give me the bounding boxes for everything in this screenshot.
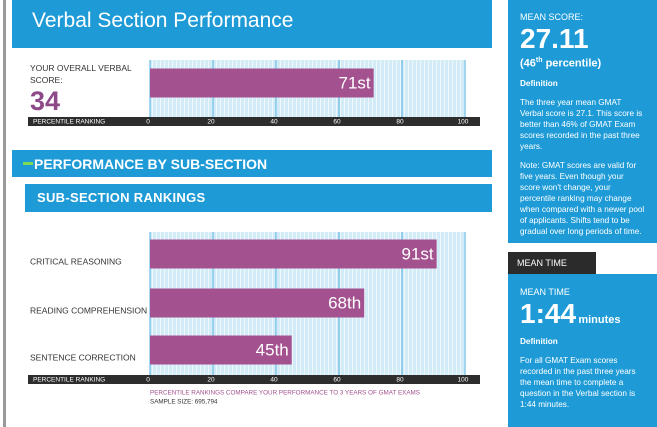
value-label: 71st xyxy=(339,73,371,92)
x-tick-label: 60 xyxy=(333,377,341,384)
axis-bar xyxy=(28,375,480,384)
category-label: CRITICAL REASONING xyxy=(30,256,122,266)
section-title: PERFORMANCE BY SUB-SECTION xyxy=(34,156,268,172)
x-tick-label: 80 xyxy=(396,377,404,384)
mean-time-tab: MEAN TIME xyxy=(508,252,596,274)
x-tick-label: 100 xyxy=(458,119,469,126)
bar xyxy=(150,68,374,98)
x-tick-label: 100 xyxy=(458,377,469,384)
left-rule xyxy=(3,0,6,427)
time-unit: minutes xyxy=(578,314,621,326)
category-label: READING COMPREHENSION xyxy=(30,305,147,315)
x-tick-label: 60 xyxy=(333,119,341,126)
mean-time-panel: MEAN TIME 1:44 minutes Definition For al… xyxy=(508,274,657,427)
section-header: PERFORMANCE BY SUB-SECTION xyxy=(12,150,492,177)
bar xyxy=(150,239,437,269)
mean-score-panel: MEAN SCORE: 27.11 (46th percentile) Defi… xyxy=(508,0,657,243)
subsection-header: SUB-SECTION RANKINGS xyxy=(25,184,492,212)
definition-text: For all GMAT Exam scores recorded in the… xyxy=(520,356,636,409)
percentile-a: (46 xyxy=(520,57,536,70)
category-label: SENTENCE CORRECTION xyxy=(30,352,136,362)
axis-label: PERCENTILE RANKING xyxy=(33,119,105,126)
bar xyxy=(150,288,365,318)
axis-label: PERCENTILE RANKING xyxy=(33,377,105,384)
page-title: Verbal Section Performance xyxy=(12,0,492,48)
overall-score: 34 xyxy=(30,86,61,116)
mean-score-value: 27.11 xyxy=(520,23,589,54)
x-tick-label: 40 xyxy=(270,377,278,384)
x-tick-label: 0 xyxy=(146,119,150,126)
x-tick-label: 20 xyxy=(207,377,215,384)
value-label: 68th xyxy=(328,293,361,312)
note: PERCENTILE RANKINGS COMPARE YOUR PERFORM… xyxy=(150,390,420,397)
overall-label: YOUR OVERALL VERBAL SCORE: xyxy=(30,63,132,85)
definition-heading: Definition xyxy=(520,78,558,88)
sample-size: SAMPLE SIZE: 695,794 xyxy=(150,399,218,406)
x-tick-label: 20 xyxy=(207,119,215,126)
value-label: 45th xyxy=(256,340,289,359)
note-text: Note: GMAT scores are valid for five yea… xyxy=(520,160,645,236)
definition-text: The three year mean GMAT Verbal score is… xyxy=(520,97,643,151)
definition-heading: Definition xyxy=(520,337,558,346)
x-tick-label: 0 xyxy=(146,377,150,384)
value-label: 91st xyxy=(402,244,434,263)
x-tick-label: 80 xyxy=(396,119,404,126)
x-tick-label: 40 xyxy=(270,119,278,126)
axis-bar xyxy=(28,117,480,126)
percentile-sup: th xyxy=(535,57,543,64)
mean-time-label: MEAN TIME xyxy=(520,287,570,297)
percentile: (46th percentile) xyxy=(520,55,645,70)
dash xyxy=(23,162,33,165)
time: 1:44 xyxy=(520,298,577,329)
mean-time-value: 1:44 minutes xyxy=(520,298,645,330)
mean-score-label: MEAN SCORE: xyxy=(520,12,584,22)
bar xyxy=(150,335,292,365)
percentile-b: percentile) xyxy=(542,57,602,70)
